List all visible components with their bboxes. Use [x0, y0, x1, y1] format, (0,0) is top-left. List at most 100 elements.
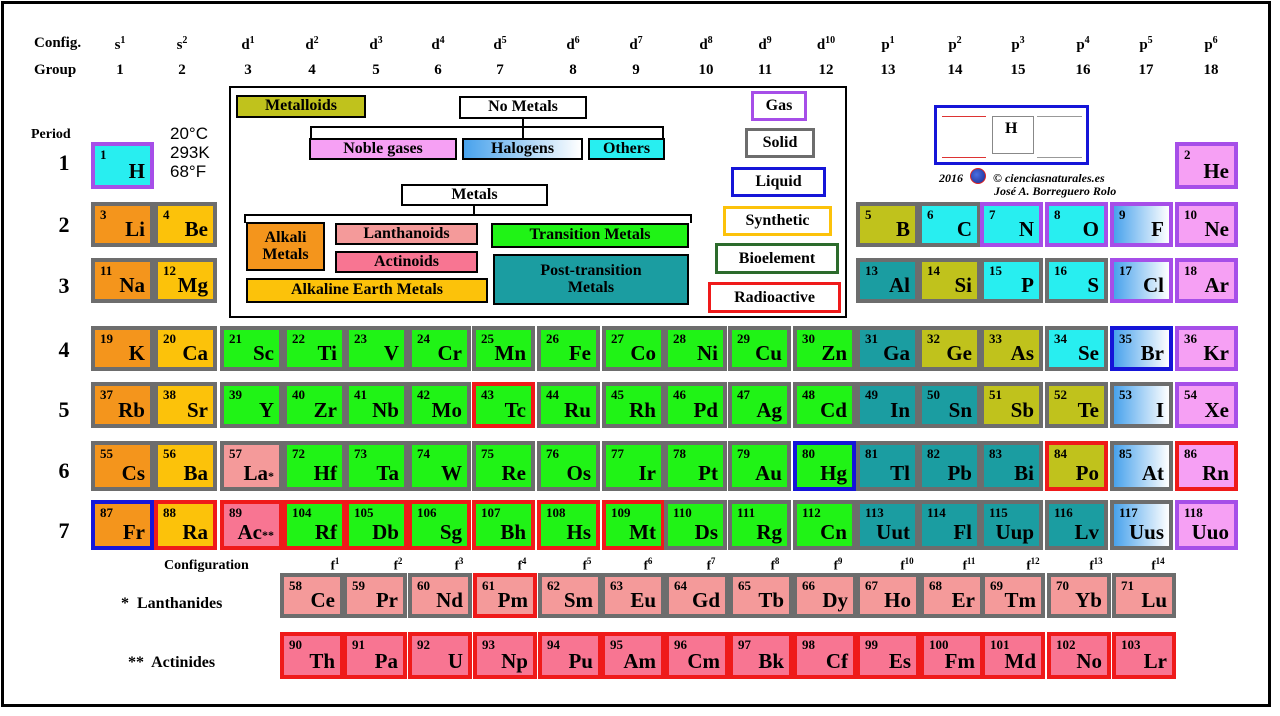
element-cell[interactable]: 61 Pm — [473, 573, 537, 618]
element-cell[interactable]: 99 Es — [856, 632, 920, 679]
element-cell[interactable]: 112 Cn — [793, 500, 856, 550]
element-cell[interactable]: 12 Mg — [154, 258, 217, 303]
element-cell[interactable]: 20 Ca — [154, 326, 217, 371]
element-cell[interactable]: 27 Co — [602, 326, 665, 371]
element-cell[interactable]: 88 Ra — [154, 500, 217, 550]
element-cell[interactable]: 75 Re — [472, 441, 535, 491]
element-cell[interactable]: 64 Gd — [665, 573, 729, 618]
element-cell[interactable]: 49 In — [856, 382, 919, 428]
element-cell[interactable]: 62 Sm — [538, 573, 602, 618]
element-cell[interactable]: 19 K — [91, 326, 154, 371]
element-cell[interactable]: 15 P — [980, 258, 1043, 303]
element-cell[interactable]: 67 Ho — [856, 573, 920, 618]
element-cell[interactable]: 29 Cu — [728, 326, 791, 371]
element-cell[interactable]: 69 Tm — [981, 573, 1045, 618]
element-cell[interactable]: 102 No — [1047, 632, 1111, 679]
element-cell[interactable]: 68 Er — [920, 573, 984, 618]
element-cell[interactable]: 106 Sg — [408, 500, 471, 550]
element-cell[interactable]: 23 V — [345, 326, 408, 371]
element-cell[interactable]: 118 Uuo — [1175, 500, 1238, 550]
element-cell[interactable]: 16 S — [1045, 258, 1108, 303]
element-cell[interactable]: 59 Pr — [343, 573, 407, 618]
element-cell[interactable]: 57 La* — [220, 441, 283, 491]
element-cell[interactable]: 74 W — [408, 441, 471, 491]
element-cell[interactable]: 28 Ni — [664, 326, 727, 371]
element-cell[interactable]: 82 Pb — [918, 441, 981, 491]
element-cell[interactable]: 76 Os — [537, 441, 600, 491]
element-cell[interactable]: 32 Ge — [918, 326, 981, 371]
element-cell[interactable]: 109 Mt — [602, 500, 665, 550]
element-cell[interactable]: 44 Ru — [537, 382, 600, 428]
element-cell[interactable]: 51 Sb — [980, 382, 1043, 428]
element-cell[interactable]: 111 Rg — [728, 500, 791, 550]
element-cell[interactable]: 116 Lv — [1045, 500, 1108, 550]
element-cell[interactable]: 97 Bk — [729, 632, 793, 679]
element-cell[interactable]: 98 Cf — [793, 632, 857, 679]
element-cell[interactable]: 71 Lu — [1112, 573, 1176, 618]
element-cell[interactable]: 14 Si — [918, 258, 981, 303]
element-cell[interactable]: 60 Nd — [408, 573, 472, 618]
element-cell[interactable]: 53 I — [1110, 382, 1173, 428]
element-cell[interactable]: 4 Be — [154, 202, 217, 247]
element-cell[interactable]: 91 Pa — [343, 632, 407, 679]
element-cell[interactable]: 52 Te — [1045, 382, 1108, 428]
element-cell[interactable]: 70 Yb — [1047, 573, 1111, 618]
element-cell[interactable]: 115 Uup — [980, 500, 1043, 550]
element-cell[interactable]: 85 At — [1110, 441, 1173, 491]
element-cell[interactable]: 113 Uut — [856, 500, 919, 550]
element-cell[interactable]: 39 Y — [220, 382, 283, 428]
element-cell[interactable]: 101 Md — [981, 632, 1045, 679]
element-cell[interactable]: 92 U — [408, 632, 472, 679]
element-cell[interactable]: 58 Ce — [280, 573, 344, 618]
element-cell[interactable]: 55 Cs — [91, 441, 154, 491]
element-cell[interactable]: 94 Pu — [538, 632, 602, 679]
element-cell[interactable]: 66 Dy — [793, 573, 857, 618]
element-cell[interactable]: 87 Fr — [91, 500, 154, 550]
element-cell[interactable]: 45 Rh — [602, 382, 665, 428]
element-cell[interactable]: 79 Au — [728, 441, 791, 491]
element-cell[interactable]: 34 Se — [1045, 326, 1108, 371]
element-cell[interactable]: 31 Ga — [856, 326, 919, 371]
element-cell[interactable]: 110 Ds — [664, 500, 727, 550]
element-cell[interactable]: 37 Rb — [91, 382, 154, 428]
element-cell[interactable]: 93 Np — [473, 632, 537, 679]
element-cell[interactable]: 40 Zr — [283, 382, 346, 428]
element-cell[interactable]: 65 Tb — [729, 573, 793, 618]
element-cell[interactable]: 96 Cm — [665, 632, 729, 679]
element-cell[interactable]: 26 Fe — [537, 326, 600, 371]
element-cell[interactable]: 18 Ar — [1175, 258, 1238, 303]
element-cell[interactable]: 108 Hs — [537, 500, 600, 550]
element-cell[interactable]: 17 Cl — [1110, 258, 1173, 303]
element-cell[interactable]: 77 Ir — [602, 441, 665, 491]
element-cell[interactable]: 95 Am — [601, 632, 665, 679]
element-cell[interactable]: 21 Sc — [220, 326, 283, 371]
element-cell[interactable]: 90 Th — [280, 632, 344, 679]
element-cell[interactable]: 10 Ne — [1175, 202, 1238, 247]
element-cell[interactable]: 41 Nb — [345, 382, 408, 428]
element-cell[interactable]: 105 Db — [345, 500, 408, 550]
element-cell[interactable]: 3 Li — [91, 202, 154, 247]
element-cell[interactable]: 72 Hf — [283, 441, 346, 491]
element-cell[interactable]: 54 Xe — [1175, 382, 1238, 428]
element-cell[interactable]: 100 Fm — [920, 632, 984, 679]
element-cell[interactable]: 83 Bi — [980, 441, 1043, 491]
element-cell[interactable]: 81 Tl — [856, 441, 919, 491]
element-cell[interactable]: 114 Fl — [918, 500, 981, 550]
element-cell[interactable]: 13 Al — [856, 258, 919, 303]
element-cell[interactable]: 35 Br — [1110, 326, 1173, 371]
element-cell[interactable]: 47 Ag — [728, 382, 791, 428]
element-cell[interactable]: 103 Lr — [1112, 632, 1176, 679]
element-cell[interactable]: 104 Rf — [283, 500, 346, 550]
element-cell[interactable]: 48 Cd — [793, 382, 856, 428]
element-cell[interactable]: 89 Ac** — [220, 500, 283, 550]
element-cell[interactable]: 2 He — [1175, 142, 1238, 189]
element-cell[interactable]: 86 Rn — [1175, 441, 1238, 491]
element-cell[interactable]: 84 Po — [1045, 441, 1108, 491]
element-cell[interactable]: 24 Cr — [408, 326, 471, 371]
element-cell[interactable]: 56 Ba — [154, 441, 217, 491]
